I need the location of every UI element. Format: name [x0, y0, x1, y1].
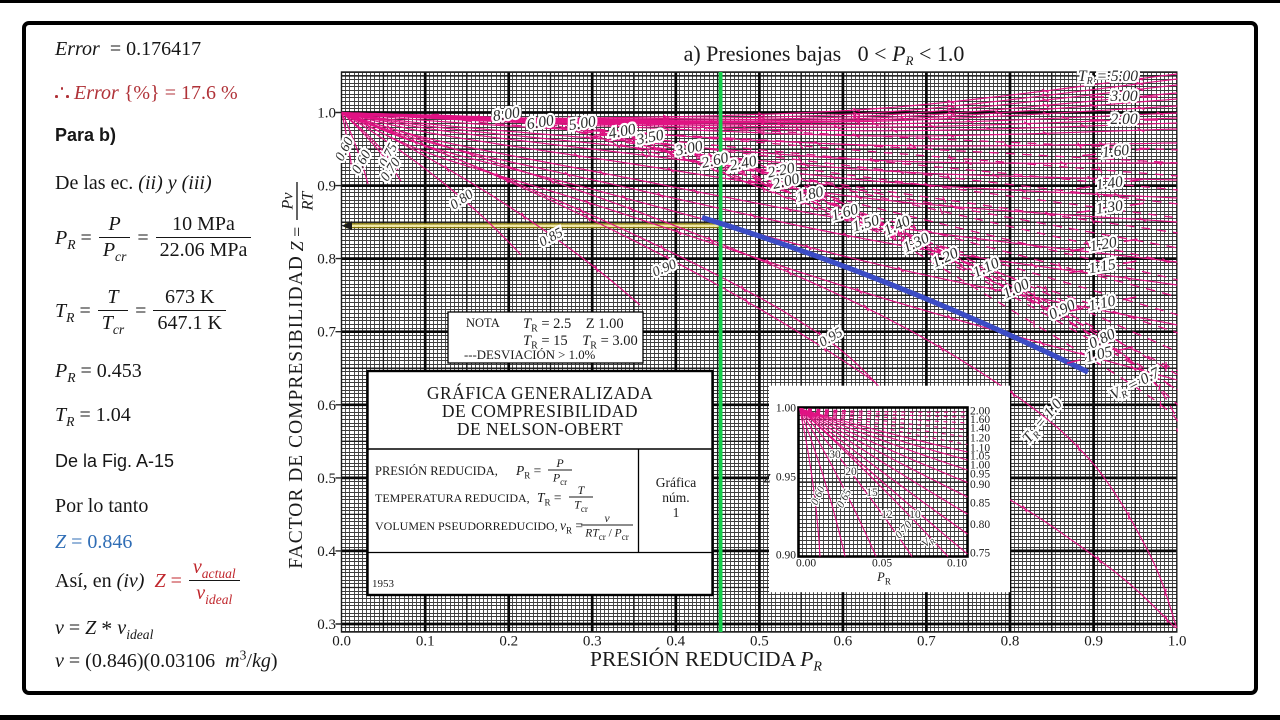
svg-text:2.00: 2.00 — [970, 406, 990, 418]
svg-text:1.40: 1.40 — [1095, 173, 1124, 194]
svg-text:RT: RT — [300, 191, 317, 212]
svg-text:0.7: 0.7 — [317, 325, 336, 341]
svg-text:15: 15 — [866, 487, 878, 499]
svg-text:0.5: 0.5 — [750, 634, 769, 650]
svg-text:NOTA: NOTA — [466, 316, 500, 330]
svg-text:núm.: núm. — [662, 490, 689, 505]
svg-text:GRÁFICA GENERALIZADA: GRÁFICA GENERALIZADA — [427, 383, 653, 403]
svg-text:3.00: 3.00 — [1109, 88, 1137, 105]
svg-text:0.4: 0.4 — [317, 544, 336, 560]
svg-text:1.15: 1.15 — [1087, 256, 1117, 277]
svg-text:1.60: 1.60 — [970, 414, 990, 426]
svg-text:0.0: 0.0 — [332, 634, 351, 650]
svg-text:0.7: 0.7 — [917, 634, 936, 650]
svg-text:1.60: 1.60 — [1101, 142, 1130, 162]
svg-text:0.1: 0.1 — [416, 634, 435, 650]
svg-text:0.6: 0.6 — [317, 398, 336, 414]
svg-text:1.20: 1.20 — [1088, 234, 1118, 255]
svg-text:0.00: 0.00 — [796, 558, 816, 570]
svg-text:0.75: 0.75 — [970, 548, 990, 560]
svg-text:1.40: 1.40 — [970, 423, 990, 435]
svg-text:0.10: 0.10 — [947, 558, 967, 570]
svg-text:0.95: 0.95 — [776, 472, 796, 484]
svg-text:0.4: 0.4 — [666, 634, 685, 650]
svg-text:1: 1 — [673, 505, 680, 520]
svg-text:TR​ = 2.5 Z 1.00: TR​ = 2.5 Z 1.00 — [523, 316, 624, 335]
svg-text:TR​ =: TR​ = — [537, 490, 562, 508]
svg-text:1.00: 1.00 — [970, 460, 990, 472]
svg-text:0.8: 0.8 — [317, 252, 336, 268]
svg-text:Z =: Z = — [287, 227, 307, 252]
svg-text:Tcr​: Tcr​ — [574, 498, 588, 515]
svg-text:1953: 1953 — [372, 578, 395, 590]
svg-text:0.85: 0.85 — [970, 498, 990, 510]
svg-text:30: 30 — [829, 449, 841, 461]
svg-text:T: T — [578, 483, 586, 497]
svg-text:10: 10 — [909, 509, 921, 521]
svg-text:Z: Z — [764, 472, 772, 486]
svg-text:a) Presiones bajas 0 < PR​ <: a) Presiones bajas 0 < PR​ < 1.0 — [684, 41, 965, 68]
svg-text:0.5: 0.5 — [317, 471, 336, 487]
svg-text:1.00: 1.00 — [776, 403, 796, 415]
svg-text:PR​: PR​ — [876, 570, 891, 587]
svg-text:1.20: 1.20 — [970, 433, 990, 445]
svg-text:1.0: 1.0 — [1168, 634, 1187, 650]
svg-text:TR = 5.00: TR = 5.00 — [1078, 68, 1138, 87]
svg-text:Gráfica: Gráfica — [656, 475, 696, 490]
svg-text:1.10: 1.10 — [970, 443, 990, 455]
svg-text:Pv: Pv — [280, 192, 297, 211]
svg-text:DE COMPRESIBILIDAD: DE COMPRESIBILIDAD — [442, 401, 638, 421]
svg-text:2.40: 2.40 — [728, 153, 758, 175]
svg-text:0.6: 0.6 — [834, 634, 853, 650]
svg-text:PRESIÓN REDUCIDA,: PRESIÓN REDUCIDA, — [375, 464, 498, 478]
svg-text:0.8: 0.8 — [1001, 634, 1020, 650]
svg-text:0.80: 0.80 — [448, 187, 477, 213]
svg-text:0.2: 0.2 — [499, 634, 518, 650]
svg-text:0.05: 0.05 — [872, 558, 892, 570]
svg-text:RTcr​ / Pcr​: RTcr​ / Pcr​ — [584, 528, 628, 543]
svg-text:TR​ = 15 TR​ = 3.00: TR​ = 15 TR​ = 3.00 — [523, 333, 638, 352]
svg-text:20: 20 — [845, 466, 857, 478]
svg-text:0.95: 0.95 — [970, 469, 990, 481]
svg-text:0.80: 0.80 — [970, 519, 990, 531]
svg-text:DE NELSON-OBERT: DE NELSON-OBERT — [457, 419, 623, 439]
svg-text:VOLUMEN PSEUDORREDUCIDO,: VOLUMEN PSEUDORREDUCIDO, — [375, 519, 558, 533]
svg-text:0.90: 0.90 — [776, 550, 796, 562]
svg-text:12: 12 — [881, 509, 893, 521]
svg-text:0.9: 0.9 — [1084, 634, 1103, 650]
svg-text:0.3: 0.3 — [583, 634, 602, 650]
svg-text:---DESVIACIÓN > 1.0%: ---DESVIACIÓN > 1.0% — [464, 348, 596, 362]
svg-text:vR​ =: vR​ = — [560, 518, 583, 536]
svg-text:0.9: 0.9 — [317, 179, 336, 195]
svg-text:TEMPERATURA REDUCIDA,: TEMPERATURA REDUCIDA, — [375, 491, 530, 505]
svg-text:PR​ =: PR​ = — [515, 463, 541, 481]
svg-text:P: P — [555, 456, 564, 470]
svg-text:Pcr​: Pcr​ — [552, 471, 567, 488]
svg-text:2.00: 2.00 — [1110, 111, 1137, 128]
svg-text:v: v — [604, 513, 610, 525]
svg-text:1.0: 1.0 — [317, 106, 336, 122]
svg-text:0.3: 0.3 — [317, 617, 336, 633]
svg-text:PRESIÓN REDUCIDA PR: PRESIÓN REDUCIDA PR — [590, 647, 822, 675]
svg-text:1.05: 1.05 — [970, 451, 990, 463]
svg-text:FACTOR DE COMPRESIBILIDAD: FACTOR DE COMPRESIBILIDAD — [286, 255, 307, 569]
svg-text:0.90: 0.90 — [970, 479, 990, 491]
